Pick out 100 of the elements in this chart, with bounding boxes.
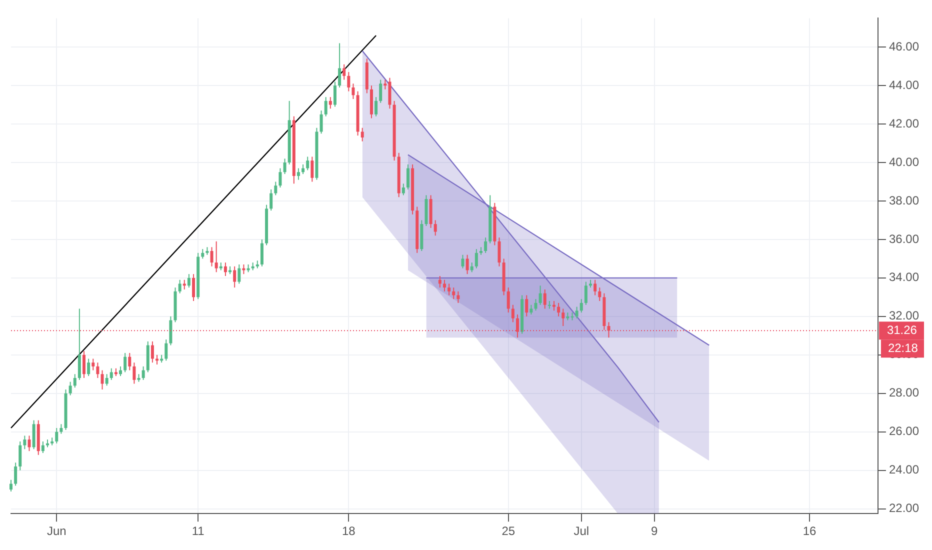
y-tick-label: 32.00 xyxy=(888,308,920,323)
x-tick-label: 11 xyxy=(192,524,205,538)
candlestick xyxy=(164,338,168,362)
y-tick-label: 38.00 xyxy=(888,193,920,208)
x-tick-label: 25 xyxy=(502,524,516,538)
candlestick xyxy=(498,237,501,267)
candlestick xyxy=(68,381,72,396)
candlestick xyxy=(10,479,12,492)
x-tick-label: 16 xyxy=(802,524,817,538)
candlestick xyxy=(543,288,546,310)
y-tick-label: 44.00 xyxy=(888,78,920,92)
candlestick xyxy=(182,279,186,290)
candlestick xyxy=(14,462,18,486)
candlestick xyxy=(594,279,597,296)
y-tick-label: 42.00 xyxy=(888,116,920,130)
candlestick xyxy=(87,358,90,377)
x-tick-label: 9 xyxy=(651,524,658,538)
candlestick xyxy=(310,156,314,182)
y-tick-label: 36.00 xyxy=(888,232,920,246)
candlestick xyxy=(23,435,26,450)
x-tick-label: Jul xyxy=(574,524,590,538)
candlestick xyxy=(82,350,86,378)
candlestick xyxy=(538,285,542,306)
candlestick xyxy=(511,304,514,323)
candlestick xyxy=(584,281,588,306)
candlestick xyxy=(328,96,332,110)
candlestick xyxy=(342,64,346,80)
candlestick xyxy=(448,283,451,296)
candlestick xyxy=(132,362,136,384)
candlestick xyxy=(452,287,456,300)
candlestick xyxy=(302,164,305,175)
candlestick xyxy=(278,168,282,188)
y-tick-label: 40.00 xyxy=(888,154,920,169)
candlestick xyxy=(41,440,44,454)
candlestick xyxy=(224,262,227,276)
candlestick xyxy=(18,440,22,471)
candlestick xyxy=(156,354,159,365)
candlestick xyxy=(283,158,286,175)
candlestick xyxy=(338,42,342,88)
candlestick xyxy=(557,302,560,317)
candlestick xyxy=(379,79,382,104)
candlestick xyxy=(96,362,100,378)
candlestick xyxy=(534,298,538,312)
candlestick xyxy=(124,352,127,373)
candlestick xyxy=(438,276,442,288)
candlestick xyxy=(142,366,145,380)
candlestick xyxy=(238,264,241,284)
candlestick xyxy=(374,96,378,117)
candlestick xyxy=(233,266,236,288)
candlestick xyxy=(352,83,355,100)
candlestick xyxy=(575,306,578,319)
candlestick xyxy=(60,424,63,434)
candlestick xyxy=(105,374,108,386)
candlestick xyxy=(192,274,196,302)
y-tick-label: 34.00 xyxy=(888,270,920,284)
candlestick xyxy=(128,352,132,371)
x-tick-label: Jun xyxy=(46,524,66,538)
candlestick xyxy=(442,279,446,292)
candlestick xyxy=(32,420,36,450)
candlestick xyxy=(201,248,204,260)
candlestick xyxy=(260,238,264,267)
candlestick xyxy=(434,220,437,236)
candlestick xyxy=(525,294,528,317)
candlestick xyxy=(347,72,350,92)
candlestick xyxy=(580,298,583,314)
x-tick-label: 18 xyxy=(342,524,356,538)
candlestick xyxy=(296,168,300,180)
candlestick xyxy=(187,274,190,288)
y-tick-label: 28.00 xyxy=(888,386,920,400)
candlestick xyxy=(270,188,273,212)
candlestick xyxy=(100,370,104,390)
candlestick xyxy=(484,237,488,254)
candlestick xyxy=(406,164,410,190)
candlestick xyxy=(92,358,95,371)
candlestick xyxy=(274,181,278,196)
candlestick xyxy=(530,304,533,315)
candlestick xyxy=(178,279,182,294)
candlestick xyxy=(461,254,464,269)
candlestick xyxy=(506,287,510,314)
candlestick xyxy=(78,308,81,380)
candlestick xyxy=(169,316,172,346)
candlestick xyxy=(306,156,310,171)
candlestick xyxy=(474,248,478,269)
candlestick xyxy=(562,308,565,327)
candlestick xyxy=(110,368,113,380)
candlestick xyxy=(552,300,556,312)
y-tick-label: 46.00 xyxy=(888,39,920,54)
candlestick xyxy=(598,287,602,302)
candlestick xyxy=(324,96,328,117)
y-tick-label: 26.00 xyxy=(888,424,920,438)
candlestick xyxy=(360,127,364,142)
text: 22:18 xyxy=(888,340,918,355)
ref-line-label: 31.26 xyxy=(886,322,918,337)
y-tick-label: 22.00 xyxy=(888,501,920,516)
candlestick xyxy=(210,246,214,267)
candlestick xyxy=(73,374,76,388)
candlestick xyxy=(456,290,460,304)
candlestick xyxy=(333,81,336,108)
candlestick xyxy=(214,240,218,273)
candlestick xyxy=(466,254,469,275)
